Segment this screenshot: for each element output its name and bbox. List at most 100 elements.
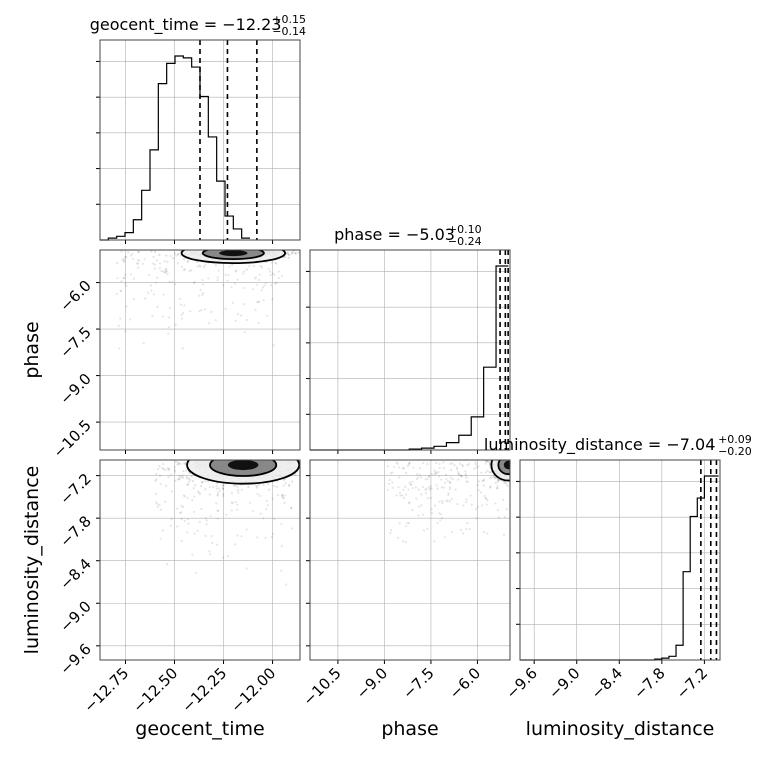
sample-point [518, 476, 520, 478]
sample-point [522, 454, 524, 456]
sample-point [256, 301, 259, 304]
sample-point [193, 495, 196, 498]
sample-point [427, 486, 431, 489]
sample-point [517, 463, 519, 465]
sample-point [240, 455, 242, 457]
sample-point [492, 458, 494, 460]
sample-point [180, 504, 183, 508]
sample-point [217, 509, 220, 513]
sample-point [486, 460, 489, 463]
sample-point [196, 265, 199, 268]
sample-point [294, 473, 297, 476]
sample-point [515, 471, 517, 473]
sample-point [216, 493, 219, 496]
sample-point [219, 489, 222, 492]
sample-point [204, 516, 207, 520]
sample-point [526, 472, 528, 474]
sample-point [237, 457, 239, 459]
sample-point [421, 513, 425, 517]
sample-point [214, 264, 217, 267]
sample-point [408, 462, 411, 465]
sample-point [512, 462, 514, 464]
sample-point [238, 247, 240, 249]
sample-point [235, 454, 237, 456]
sample-point [513, 469, 515, 471]
sample-point [512, 465, 514, 467]
sample-point [267, 267, 271, 270]
y-tick-label: −7.8 [56, 512, 94, 550]
sample-point [206, 247, 208, 249]
sample-point [208, 322, 211, 325]
sample-point [123, 259, 126, 262]
sample-point [276, 455, 278, 457]
sample-point [257, 300, 260, 303]
sample-point [181, 476, 185, 479]
density-core [219, 250, 248, 257]
sample-point [526, 469, 528, 471]
sample-point [517, 471, 519, 473]
sample-point [424, 478, 427, 481]
sample-point [502, 458, 504, 460]
sample-point [488, 460, 491, 464]
sample-point [497, 457, 499, 459]
sample-point [301, 471, 303, 473]
sample-point [511, 464, 513, 466]
sample-point [513, 459, 515, 461]
sample-point [266, 504, 269, 507]
sample-point [177, 252, 180, 255]
sample-point [236, 508, 239, 511]
sample-point [440, 486, 444, 489]
sample-point [197, 457, 199, 459]
sample-point [458, 462, 462, 465]
sample-point [244, 455, 246, 457]
sample-point [509, 457, 511, 459]
sample-point [516, 456, 518, 458]
sample-point [186, 518, 189, 521]
sample-point [232, 452, 234, 454]
sample-point [511, 463, 513, 465]
sample-point [514, 467, 516, 469]
sample-point [175, 254, 178, 257]
sample-point [496, 484, 499, 488]
sample-point [512, 463, 514, 465]
sample-point [511, 470, 513, 472]
sample-point [466, 464, 469, 467]
sample-point [243, 303, 246, 306]
sample-point [513, 467, 515, 469]
sample-point [514, 461, 516, 463]
sample-point [513, 465, 515, 467]
sample-point [511, 459, 513, 461]
sample-point [505, 508, 508, 511]
sample-point [502, 533, 506, 536]
sample-point [161, 466, 164, 470]
sample-point [271, 298, 274, 301]
sample-point [198, 492, 202, 495]
sample-point [451, 477, 454, 481]
sample-point [513, 468, 515, 470]
sample-point [283, 256, 287, 259]
sample-point [280, 275, 284, 278]
sample-point [515, 461, 517, 463]
sample-point [482, 479, 485, 482]
sample-point [270, 536, 273, 539]
sample-point [464, 472, 467, 476]
sample-point [512, 461, 514, 463]
x-tick-labels-phase: −10.5 −9.0 −7.5 −6.0 phase [300, 664, 485, 740]
sample-point [517, 467, 519, 469]
sample-point [511, 463, 513, 465]
sample-point [515, 471, 517, 473]
sample-point [208, 550, 211, 553]
sample-point [517, 465, 519, 467]
sample-point [447, 492, 450, 495]
sample-point [210, 535, 213, 538]
sample-point [269, 284, 273, 287]
sample-point [515, 457, 517, 459]
sample-point [483, 478, 486, 481]
sample-point [162, 462, 165, 466]
sample-point [456, 470, 460, 474]
sample-point [234, 456, 236, 458]
sample-point [216, 279, 219, 282]
sample-point [194, 457, 196, 459]
sample-point [264, 456, 266, 458]
